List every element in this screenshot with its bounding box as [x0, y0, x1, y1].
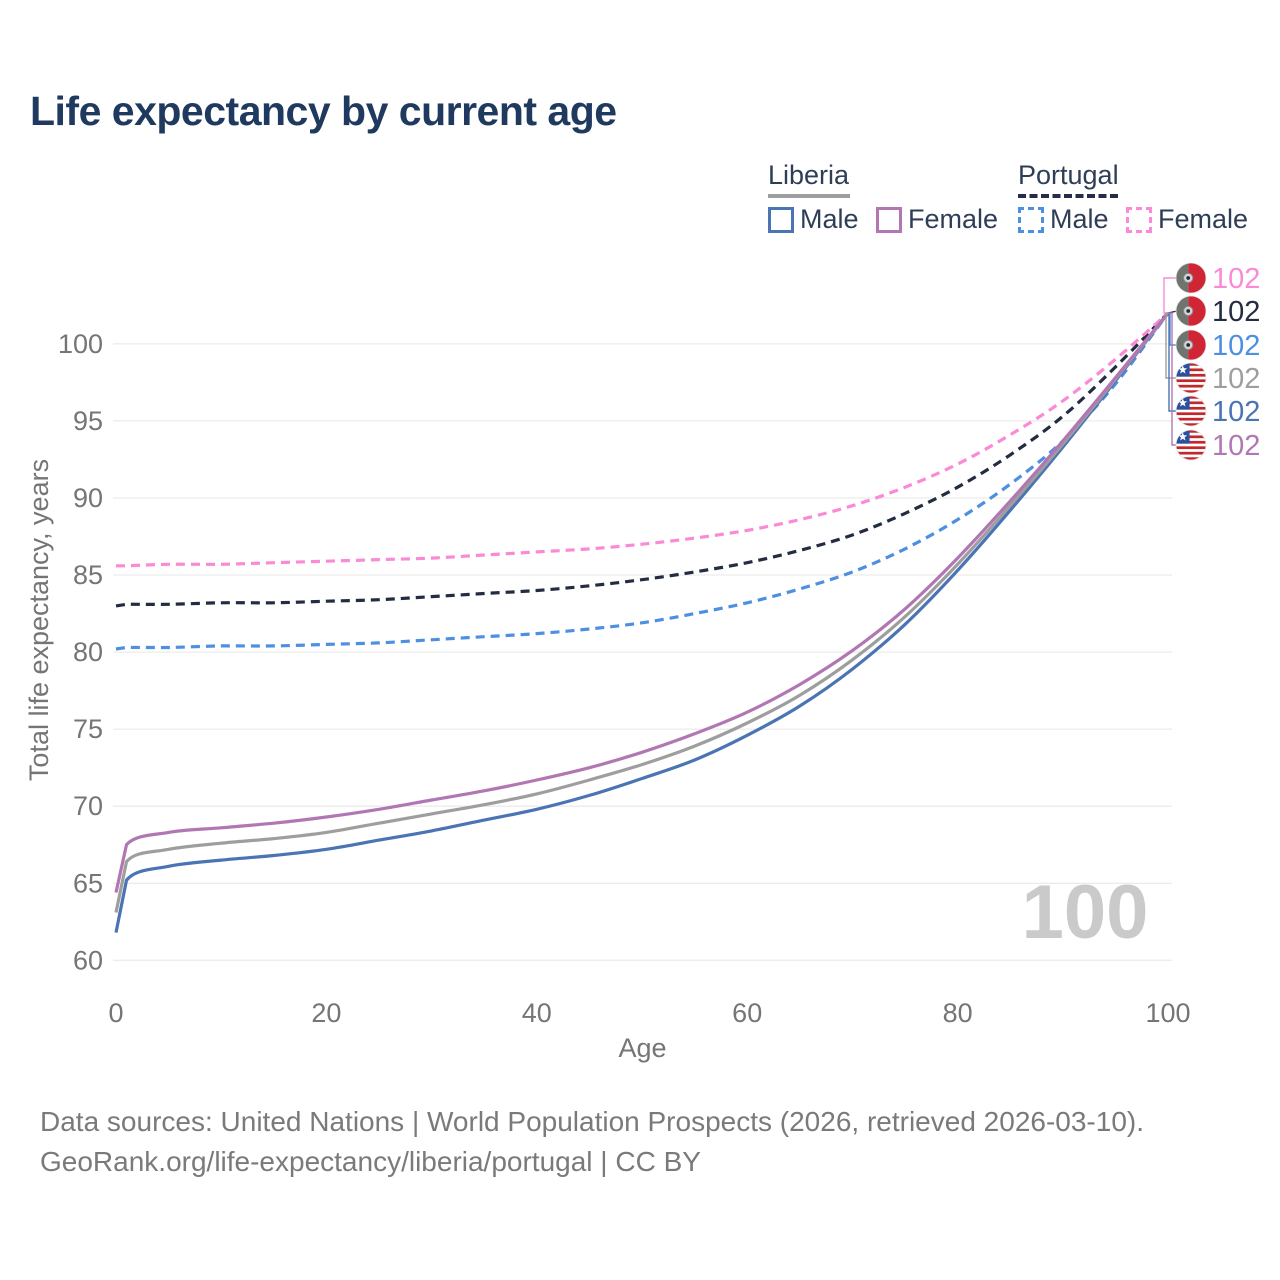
legend-swatch-portugal-male[interactable]: [1018, 207, 1044, 233]
end-label-connector: [1163, 277, 1177, 314]
end-label-connector: [1168, 312, 1177, 446]
legend-liberia-line-sample: [768, 194, 850, 198]
flag-ring: [1175, 295, 1207, 327]
series-line-portugal-female: [116, 311, 1170, 568]
end-value-label: 102: [1212, 296, 1260, 328]
portugal-flag-icon: [1176, 330, 1206, 360]
y-tick-label: 70: [73, 791, 103, 821]
x-tick-label: 60: [732, 998, 762, 1028]
end-value-label: 102: [1212, 396, 1260, 428]
x-axis-title: Age: [618, 1033, 666, 1063]
legend-label-portugal-male[interactable]: Male: [1050, 204, 1109, 234]
x-tick-label: 0: [108, 998, 123, 1028]
portugal-flag-icon: [1176, 296, 1206, 326]
x-tick-label: 40: [522, 998, 552, 1028]
watermark-age: 100: [1022, 870, 1149, 955]
series-line-liberia-male: [114, 312, 1170, 933]
legend-label-liberia-male[interactable]: Male: [800, 204, 859, 234]
end-value-label: 102: [1212, 263, 1260, 295]
legend-label-liberia-female[interactable]: Female: [908, 204, 999, 234]
y-tick-label: 60: [73, 945, 103, 975]
x-tick-label: 80: [943, 998, 973, 1028]
flag-ring: [1175, 262, 1207, 294]
end-value-label: 102: [1212, 330, 1260, 362]
liberia-flag-icon: [1176, 396, 1206, 426]
series-line-liberia-both: [114, 312, 1170, 913]
legend-swatch-portugal-female[interactable]: [1126, 207, 1152, 233]
series-line-portugal-both: [115, 311, 1170, 608]
end-value-label: 102: [1212, 430, 1260, 462]
flag-ring: [1175, 362, 1207, 394]
page-title: Life expectancy by current age: [30, 88, 617, 134]
end-value-label: 102: [1212, 363, 1260, 395]
y-axis-title: Total life expectancy, years: [24, 459, 54, 781]
legend-swatch-liberia-male[interactable]: [768, 207, 794, 233]
y-tick-label: 75: [73, 714, 103, 744]
series-line-portugal-male: [115, 312, 1170, 651]
flag-ring: [1175, 329, 1207, 361]
legend-group-liberia-title: Liberia: [768, 160, 850, 190]
y-tick-label: 90: [73, 483, 103, 513]
legend-group-portugal-title: Portugal: [1018, 160, 1119, 190]
series-line-liberia-female: [114, 312, 1170, 893]
legend-portugal-line-sample: [1018, 194, 1118, 198]
flag-ring: [1175, 395, 1207, 427]
y-tick-label: 80: [73, 637, 103, 667]
data-source-line: Data sources: United Nations | World Pop…: [40, 1106, 1145, 1137]
portugal-flag-icon: [1176, 263, 1206, 293]
attribution-line: GeoRank.org/life-expectancy/liberia/port…: [40, 1146, 701, 1177]
y-tick-label: 85: [73, 560, 103, 590]
line-chart: 100 60 65 70 75 80 85 90 95 100 0 20 40 60 80 100 Age Tot…: [24, 262, 1260, 1063]
x-tick-label: 100: [1145, 998, 1190, 1028]
flag-ring: [1175, 429, 1207, 461]
y-tick-label: 100: [58, 329, 103, 359]
liberia-flag-icon: [1176, 363, 1206, 393]
x-tick-label: 20: [311, 998, 341, 1028]
legend-swatch-liberia-female[interactable]: [876, 207, 902, 233]
legend-label-portugal-female[interactable]: Female: [1158, 204, 1249, 234]
y-tick-label: 95: [73, 406, 103, 436]
y-tick-label: 65: [73, 868, 103, 898]
